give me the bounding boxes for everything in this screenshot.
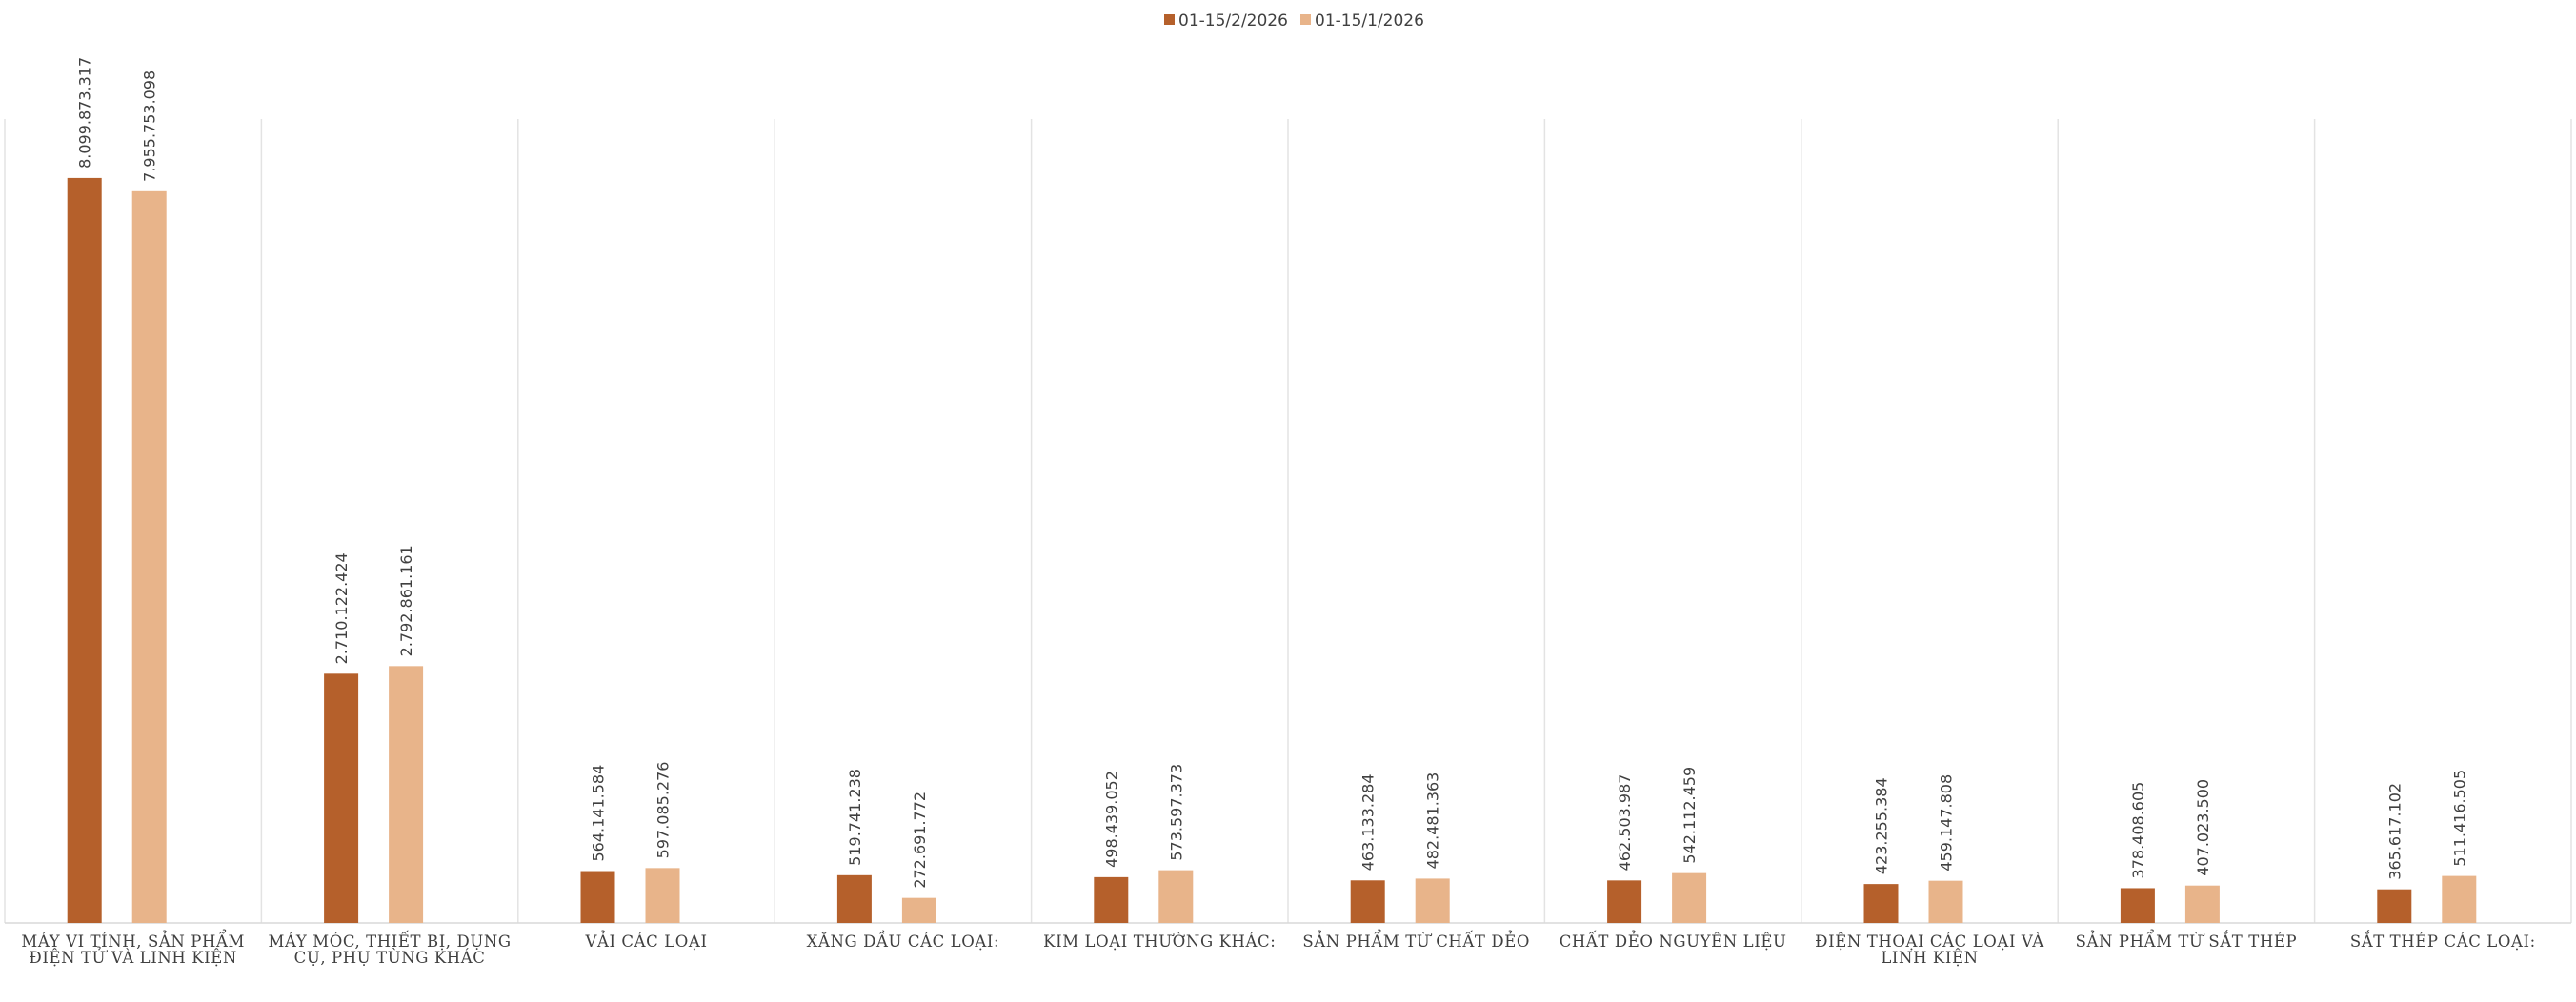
- bar-s2-c10: [2442, 875, 2477, 923]
- data-label-s1-c9: 378.408.605: [2129, 782, 2147, 879]
- data-label-s2-c10: 511.416.505: [2450, 770, 2468, 867]
- category-label-5: KIM LOẠI THƯỜNG KHÁC:: [1043, 932, 1276, 951]
- data-label-s2-c9: 407.023.500: [2194, 779, 2212, 876]
- bar-s1-c8: [1863, 884, 1899, 923]
- category-label-9: SẢN PHẨM TỪ SẮT THÉP: [2076, 930, 2298, 951]
- data-label-s1-c10: 365.617.102: [2385, 783, 2404, 880]
- legend-swatch-2: [1300, 14, 1311, 25]
- bar-s2-c5: [1158, 870, 1194, 923]
- legend: 01-15/2/2026 01-15/1/2026: [1164, 11, 1424, 30]
- category-label-3: VẢI CÁC LOẠI: [584, 931, 707, 951]
- data-label-s1-c6: 463.133.284: [1359, 773, 1378, 871]
- category-label-6: SẢN PHẨM TỪ CHẤT DẺO: [1302, 930, 1530, 951]
- data-label-s2-c5: 573.597.373: [1167, 764, 1185, 861]
- data-label-s2-c7: 542.112.459: [1680, 767, 1699, 864]
- bar-s2-c4: [901, 897, 936, 923]
- data-labels: 8.099.873.317 7.955.753.098 2.710.122.424 2…: [76, 57, 2469, 889]
- bar-s1-c4: [836, 874, 872, 923]
- bar-s1-c5: [1094, 876, 1129, 923]
- bar-s2-c2: [389, 666, 424, 923]
- data-label-s1-c5: 498.439.052: [1102, 771, 1120, 868]
- bar-s1-c2: [324, 673, 359, 923]
- category-label-1: MÁY VI TÍNH, SẢN PHẨM ĐIỆN TỬ VÀ LINH KIỆ…: [21, 930, 245, 967]
- category-label-8: ĐIỆN THOẠI CÁC LOẠI VÀ LINH KIỆN: [1815, 932, 2044, 967]
- bar-s1-c9: [2120, 888, 2155, 923]
- bar-s1-c10: [2377, 889, 2412, 923]
- data-label-s1-c1: 8.099.873.317: [76, 57, 94, 169]
- bars: [67, 177, 2477, 924]
- bar-s1-c3: [580, 871, 615, 923]
- bar-s2-c6: [1415, 878, 1450, 923]
- bar-s2-c8: [1928, 880, 1963, 923]
- category-label-4: XĂNG DẦU CÁC LOẠI:: [807, 931, 1000, 951]
- data-label-s1-c7: 462.503.987: [1616, 774, 1634, 872]
- legend-label-1: 01-15/2/2026: [1178, 11, 1288, 30]
- bar-s1-c6: [1350, 880, 1385, 923]
- data-label-s1-c8: 423.255.384: [1873, 777, 1891, 874]
- data-label-s2-c3: 597.085.276: [654, 762, 673, 859]
- data-label-s2-c1: 7.955.753.098: [141, 70, 159, 182]
- category-label-2: MÁY MÓC, THIẾT BỊ, DỤNG CỤ, PHỤ TÙNG KHÁC: [269, 930, 512, 967]
- category-label-7: CHẤT DẺO NGUYÊN LIỆU: [1560, 930, 1787, 951]
- data-label-s1-c4: 519.741.238: [846, 769, 864, 866]
- bar-s2-c9: [2184, 885, 2220, 923]
- data-label-s1-c2: 2.710.122.424: [332, 552, 351, 664]
- legend-label-2: 01-15/1/2026: [1315, 11, 1424, 30]
- category-labels: MÁY VI TÍNH, SẢN PHẨM ĐIỆN TỬ VÀ LINH KIỆ…: [21, 930, 2535, 967]
- bar-s2-c3: [645, 868, 680, 923]
- data-label-s2-c6: 482.481.363: [1424, 772, 1442, 870]
- data-label-s2-c2: 2.792.861.161: [397, 545, 415, 656]
- category-label-10: SẮT THÉP CÁC LOẠI:: [2350, 930, 2536, 951]
- legend-swatch-1: [1164, 14, 1175, 25]
- bar-s2-c1: [131, 190, 167, 924]
- bar-s1-c7: [1607, 880, 1642, 923]
- data-label-s2-c4: 272.691.772: [911, 792, 929, 889]
- data-label-s1-c3: 564.141.584: [590, 765, 608, 862]
- data-label-s2-c8: 459.147.808: [1938, 774, 1956, 872]
- bar-s2-c7: [1672, 872, 1707, 923]
- bar-s1-c1: [67, 177, 102, 923]
